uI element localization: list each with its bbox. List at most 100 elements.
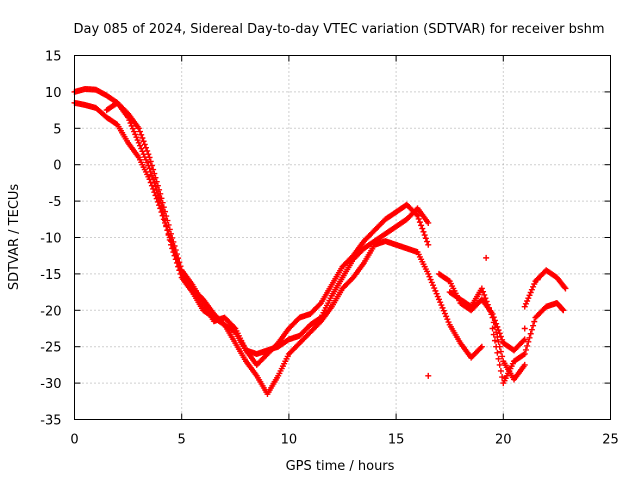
x-tick-label: 25 <box>602 433 619 448</box>
trace-marker <box>142 144 149 151</box>
trace-marker <box>530 322 537 329</box>
trace-marker <box>145 162 152 169</box>
data-point <box>478 343 485 350</box>
trace-marker <box>148 172 155 179</box>
trace-marker <box>496 330 503 337</box>
trace-marker <box>163 222 170 229</box>
trace-marker <box>445 277 452 284</box>
trace-marker <box>424 238 431 245</box>
data-point <box>167 241 174 248</box>
trace-marker <box>530 283 537 290</box>
trace-marker <box>441 310 448 317</box>
data-point <box>425 241 432 248</box>
outlier-point <box>534 276 541 283</box>
trace-marker <box>528 286 535 293</box>
trace-marker <box>316 301 323 308</box>
plot-frame <box>74 55 611 420</box>
trace-marker <box>443 313 450 320</box>
trace-marker <box>493 343 500 350</box>
data-point <box>135 139 142 146</box>
y-tick-label: -25 <box>40 341 61 356</box>
data-point <box>562 285 569 292</box>
data-point <box>146 165 153 172</box>
trace-marker <box>522 346 529 353</box>
trace-marker <box>497 367 504 374</box>
trace-marker <box>440 307 447 314</box>
trace-marker <box>431 285 438 292</box>
trace-marker <box>490 319 497 326</box>
trace-marker <box>158 202 165 209</box>
data-point <box>560 307 567 314</box>
outlier-point <box>483 254 490 261</box>
trace-marker <box>415 215 422 222</box>
trace-marker <box>316 315 323 322</box>
trace-marker <box>497 348 504 355</box>
trace-marker <box>159 207 166 214</box>
series-trace-e <box>446 285 528 383</box>
y-tick-label: 0 <box>53 159 61 174</box>
trace-marker <box>151 179 158 186</box>
trace-marker <box>142 156 149 163</box>
y-axis-label: SDTVAR / TECUs <box>7 184 22 291</box>
trace-marker <box>528 326 535 333</box>
data-point <box>489 325 496 332</box>
trace-marker <box>139 135 146 142</box>
grid <box>74 55 611 420</box>
outlier-point <box>521 325 528 332</box>
trace-marker <box>147 168 154 175</box>
trace-marker <box>487 308 494 315</box>
trace-marker <box>525 295 532 302</box>
trace-marker <box>428 279 435 286</box>
trace-marker <box>559 306 566 313</box>
trace-marker <box>177 270 184 277</box>
data-point <box>435 296 442 303</box>
trace-marker <box>166 236 173 243</box>
trace-marker <box>170 249 177 256</box>
trace-marker <box>147 158 154 165</box>
trace-marker <box>484 301 491 308</box>
y-tick-label: -30 <box>40 377 61 392</box>
trace-marker <box>522 300 529 307</box>
trace-marker <box>150 176 157 183</box>
trace-marker <box>499 336 506 343</box>
trace-marker <box>154 190 161 197</box>
trace-marker <box>140 138 147 145</box>
trace-marker <box>494 349 501 356</box>
trace-marker <box>127 120 134 127</box>
series-trace-f <box>489 300 567 387</box>
trace-marker <box>129 125 136 132</box>
trace-marker <box>561 284 568 291</box>
trace-marker <box>158 209 165 216</box>
trace-marker <box>137 128 144 135</box>
x-tick-labels: 0 5 10 15 20 25 <box>70 433 618 448</box>
x-tick-label: 0 <box>70 433 78 448</box>
trace-marker <box>427 276 434 283</box>
trace-marker <box>482 295 489 302</box>
series-trace-b <box>71 99 485 398</box>
trace-marker <box>486 304 493 311</box>
trace-marker <box>128 122 135 129</box>
y-tick-label: 10 <box>45 86 62 101</box>
series-trace-d <box>435 270 528 354</box>
trace-marker <box>527 289 534 296</box>
trace-marker <box>164 227 171 234</box>
trace-marker <box>437 299 444 306</box>
trace-marker <box>430 282 437 289</box>
x-tick-label: 10 <box>281 433 298 448</box>
trace-marker <box>416 219 423 226</box>
x-axis-label: GPS time / hours <box>286 459 395 474</box>
data-point <box>157 198 164 205</box>
trace-marker <box>172 256 179 263</box>
series-trace-g <box>521 267 569 310</box>
trace-marker <box>419 225 426 232</box>
data-points <box>71 85 569 398</box>
trace-marker <box>445 319 452 326</box>
trace-marker <box>175 263 182 270</box>
trace-marker <box>152 183 159 190</box>
trace-marker <box>126 117 133 124</box>
trace-marker <box>490 331 497 338</box>
trace-marker <box>520 351 527 358</box>
y-tick-label: -10 <box>40 232 61 247</box>
data-point <box>414 212 421 219</box>
data-point <box>135 125 142 132</box>
